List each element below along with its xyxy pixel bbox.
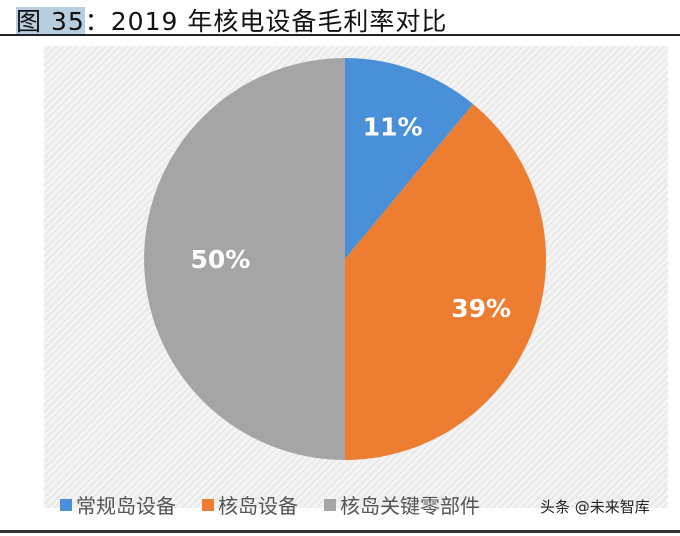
legend-item: 核岛关键零部件 bbox=[324, 490, 480, 519]
data-label: 39% bbox=[451, 294, 511, 323]
data-label: 50% bbox=[190, 245, 250, 274]
watermark: 头条 @未来智库 bbox=[540, 498, 650, 516]
data-label: 11% bbox=[363, 113, 423, 142]
legend-swatch bbox=[324, 498, 336, 511]
divider bbox=[0, 34, 680, 36]
legend-swatch bbox=[202, 498, 214, 511]
divider bbox=[0, 530, 680, 533]
legend-label: 常规岛设备 bbox=[76, 494, 176, 518]
title-text: ：2019 年核电设备毛利率对比 bbox=[84, 7, 448, 36]
pie-slice bbox=[345, 58, 474, 259]
pie-slice bbox=[345, 104, 546, 461]
legend-label: 核岛设备 bbox=[218, 494, 298, 518]
legend-item: 常规岛设备 bbox=[60, 490, 176, 519]
figure-number: 图 35 bbox=[16, 7, 85, 36]
legend-label: 核岛关键零部件 bbox=[340, 494, 480, 518]
legend-swatch bbox=[60, 498, 72, 511]
pie-slice bbox=[144, 58, 345, 460]
legend: 常规岛设备 核岛设备 核岛关键零部件 bbox=[60, 490, 480, 519]
chart-title: 图 35：2019 年核电设备毛利率对比 bbox=[16, 2, 447, 38]
legend-item: 核岛设备 bbox=[202, 490, 298, 519]
